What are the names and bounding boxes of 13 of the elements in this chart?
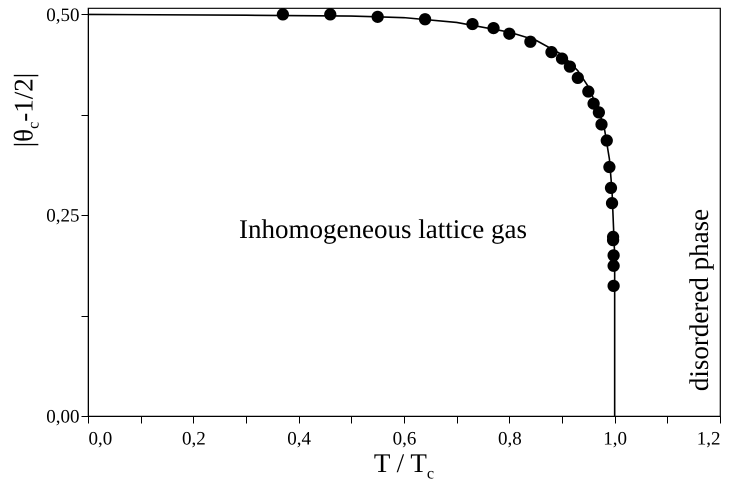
x-tick-label: 0,8 xyxy=(498,428,522,450)
x-tick-label: 1,0 xyxy=(603,428,628,450)
annotation: Inhomogeneous lattice gas xyxy=(239,214,527,244)
y-tick-label: 0,50 xyxy=(46,4,80,26)
y-tick-label: 0,00 xyxy=(46,406,80,428)
x-tick-label: 0,0 xyxy=(88,428,112,450)
x-tick-label: 1,2 xyxy=(696,428,720,450)
x-tick-label: 0,2 xyxy=(182,428,206,450)
x-tick-label: 0,6 xyxy=(392,428,416,450)
y-tick-label: 0,25 xyxy=(46,206,80,227)
annotation: disordered phase xyxy=(684,208,714,392)
x-axis-title: T / T$_{c}$ xyxy=(372,448,436,484)
x-tick-label: 0,4 xyxy=(287,428,312,450)
